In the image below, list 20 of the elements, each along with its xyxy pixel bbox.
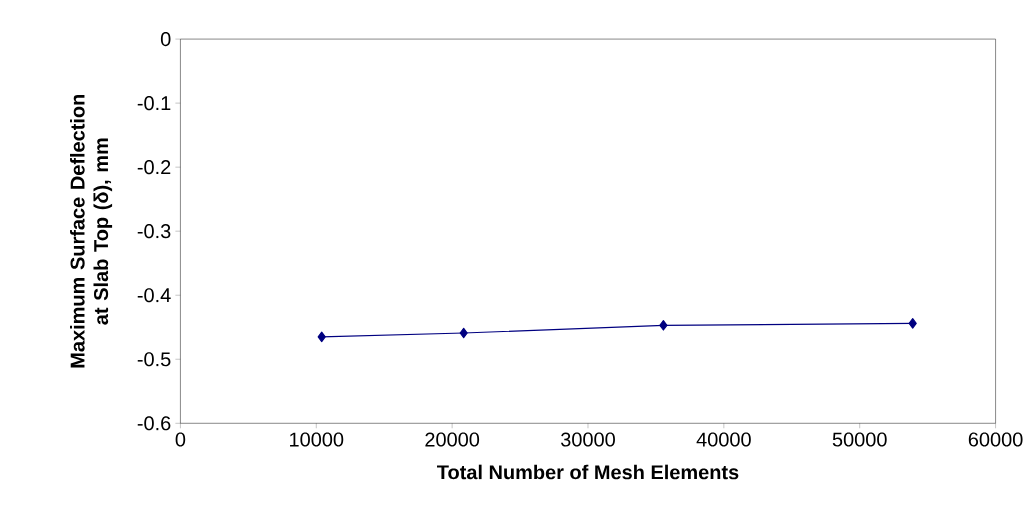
x-tick-label: 10000 xyxy=(290,432,344,447)
point xyxy=(459,327,468,339)
x-tick-label: 60000 xyxy=(968,432,1023,447)
x-tick-label: 30000 xyxy=(561,432,615,447)
y-tick-label: 0 xyxy=(160,31,171,47)
x-tick-label: 20000 xyxy=(425,432,480,447)
y-axis-title: Maximum Surface Deflection at Slab Top (δ), mm xyxy=(70,94,113,368)
point xyxy=(908,318,917,329)
point xyxy=(659,319,668,331)
y-tick-label: -0.4 xyxy=(137,288,171,303)
y-tick-label: -0.1 xyxy=(137,95,171,111)
y-tick-label: -0.6 xyxy=(137,416,171,431)
x-tick-label: 0 xyxy=(175,432,186,447)
x-tick-label: 40000 xyxy=(696,432,751,447)
y-tick-label: -0.5 xyxy=(137,352,171,367)
point xyxy=(317,331,326,343)
y-tick-label: -0.2 xyxy=(137,159,171,175)
y-tick-label: -0.3 xyxy=(137,224,171,239)
x-tick-label: 50000 xyxy=(832,432,887,447)
x-axis-title: Total Number of Mesh Elements xyxy=(437,464,739,480)
